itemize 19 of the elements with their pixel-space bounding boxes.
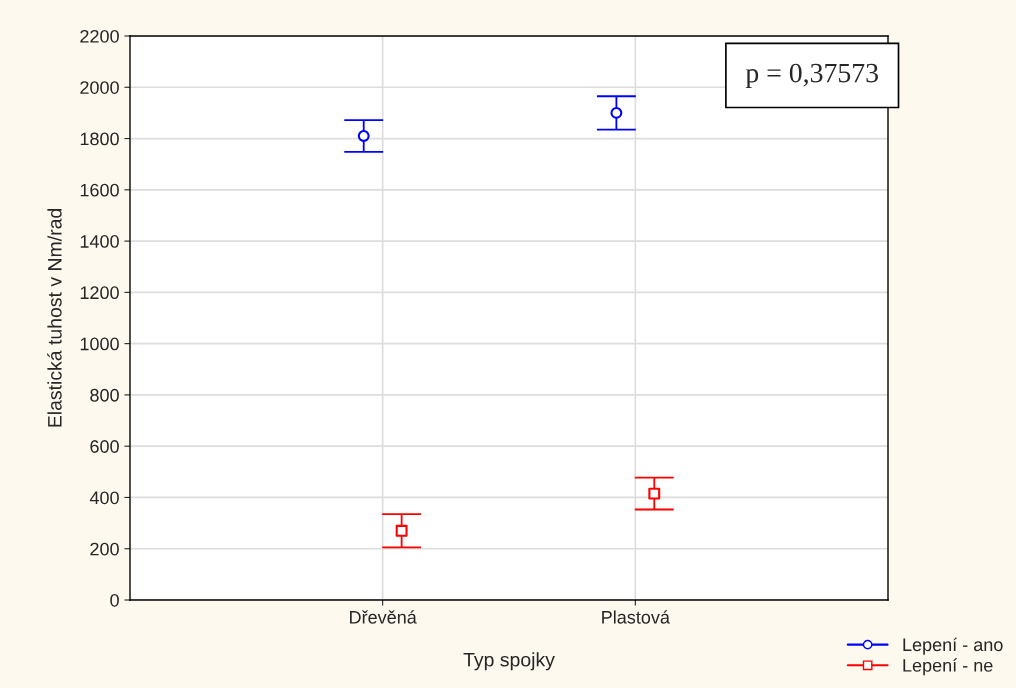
x-tick-label: Dřevěná xyxy=(350,610,417,624)
y-tick-label: 600 xyxy=(90,440,119,453)
y-tick-label: 2200 xyxy=(80,29,119,43)
y-tick-label: 400 xyxy=(89,491,119,505)
x-axis-title: Typ spojky xyxy=(463,652,555,671)
y-tick-label: 1800 xyxy=(80,132,119,146)
legend-label: Lepení - ano xyxy=(903,637,1003,655)
x-tick-label: Plastová xyxy=(602,610,670,624)
y-tick-label: 800 xyxy=(90,388,119,402)
y-tick-label: 1200 xyxy=(80,286,119,300)
legend-label: Lepení - ne xyxy=(903,658,993,676)
y-tick-label: 1000 xyxy=(80,337,119,351)
annotation: p = 0,37573 xyxy=(745,63,878,89)
y-tick-label: 0 xyxy=(110,593,119,607)
y-axis-title: Elastická tuhost v Nm/rad xyxy=(47,209,62,427)
y-tick-label: 1600 xyxy=(80,183,119,197)
y-tick-label: 2000 xyxy=(80,81,119,94)
y-tick-label: 1400 xyxy=(80,235,119,248)
y-tick-label: 200 xyxy=(90,542,119,556)
